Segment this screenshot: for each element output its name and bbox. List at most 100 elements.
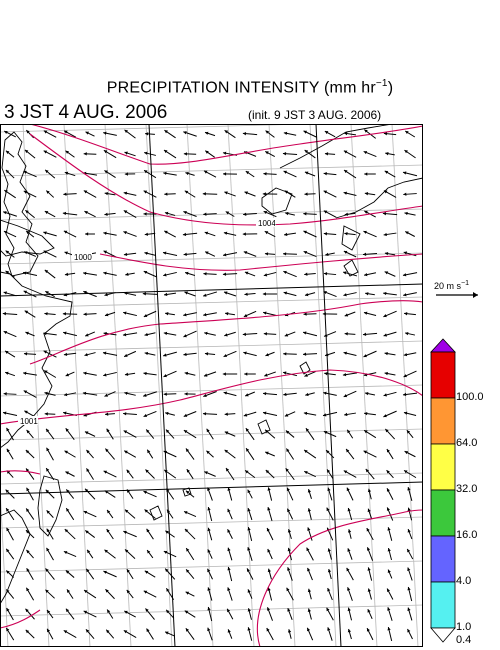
wind-vector [203,170,217,178]
grid-lon-line [63,124,91,647]
wind-vector [263,271,277,277]
coastline-shandong [0,219,55,257]
wind-vector [25,608,35,620]
wind-vector [43,350,57,358]
wind-vector [363,150,377,158]
wind-vector [283,131,297,136]
wind-vector [364,391,376,396]
wind-vector [263,311,277,317]
wind-vector [103,250,117,258]
wind-vector [367,567,373,581]
wind-vector [143,169,157,179]
wind-vector [242,332,258,336]
colorbar-box [430,397,456,445]
wind-vector [387,527,393,541]
init-time: (init. 9 JST 3 AUG. 2006) [248,108,382,122]
wind-vector [3,211,17,217]
wind-vector [144,570,156,578]
wind-vector [124,509,136,519]
wind-vector [146,449,154,459]
wind-vector [223,391,237,397]
colorbar-tick-label: 16.0 [456,529,478,541]
wind-vector [403,411,417,416]
wind-vector [363,311,377,316]
wind-vector [5,507,15,521]
wind-vector [365,468,375,480]
wind-vector [183,429,197,439]
wind-vector [85,232,95,236]
wind-vector [287,629,292,639]
map-border [0,124,423,647]
isobar-1004 [29,133,423,226]
wind-vector [305,427,315,441]
colorbar-tick-label: 0.4 [456,634,472,646]
wind-vector [126,589,134,599]
wind-vector [222,252,238,257]
wind-vector [243,212,257,216]
reference-arrow-head [473,292,478,298]
wind-vector [183,511,197,517]
wind-vector [145,469,155,479]
map-title: PRECIPITATION INTENSITY (mm hr−1) [0,78,500,97]
wind-vector [403,192,417,196]
wind-vector [347,507,353,521]
wind-vector [63,230,77,238]
wind-vector [323,430,337,438]
wind-vector [267,548,273,560]
wind-vector [224,129,236,139]
grid-lon-line [186,124,214,647]
title-unit-exponent: −1 [375,78,388,89]
wind-vector [304,171,316,177]
wind-vector [45,467,55,481]
wind-vector [283,291,297,297]
wind-vector [3,392,17,396]
wind-vector [344,311,356,317]
wind-vector [163,171,177,176]
wind-vector [343,292,357,297]
wind-vector [342,271,358,277]
isobar-1 [29,124,423,165]
wind-vector [46,547,54,561]
wind-vector [404,450,416,458]
wind-vector [184,528,196,540]
wind-vector [203,312,217,317]
lat-lon-grid [0,124,423,647]
wind-vector [404,331,416,336]
wind-vector [103,231,117,236]
wind-vector [286,487,294,501]
wind-vector [286,587,294,601]
isobar-label-1000: 1000 [74,253,92,262]
wind-vector [163,149,177,159]
wind-vector [25,587,35,601]
wind-vector [363,230,377,238]
grid-lon-line [268,124,296,647]
grid-lon-line [104,124,132,647]
wind-vector [207,527,213,541]
wind-vector [104,549,116,559]
wind-vector [303,212,317,216]
wind-vector [383,310,397,318]
wind-vector [103,271,117,276]
colorbar-box [430,535,456,583]
wind-vector [104,391,116,397]
wind-vector [207,587,213,601]
wind-vector [184,392,196,396]
colorbar-tick-label: 32.0 [456,483,478,495]
wind-vector [43,150,57,158]
wind-vector [344,232,356,236]
wind-vector [406,548,414,560]
wind-vector [103,149,117,159]
wind-vector [5,169,15,179]
wind-vector [65,150,75,158]
wind-vector [247,489,253,499]
colorbar-box [430,489,456,537]
wind-vector [364,172,376,176]
wind-vector [204,131,216,137]
wind-vector [23,352,37,356]
wind-vector [224,449,236,459]
wind-vector [285,467,295,481]
wind-vector [26,568,34,580]
wind-vector [344,332,356,336]
wind-vector [344,412,356,417]
wind-vector [182,232,198,237]
